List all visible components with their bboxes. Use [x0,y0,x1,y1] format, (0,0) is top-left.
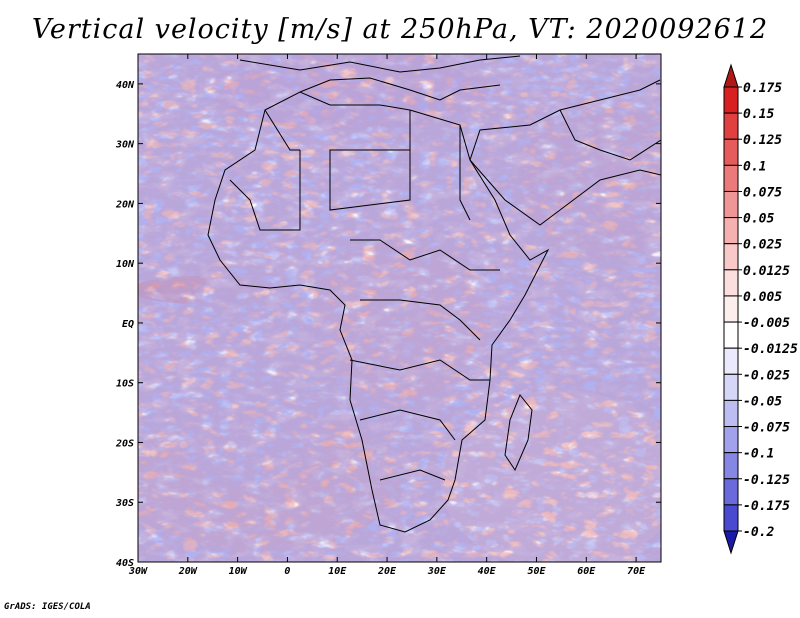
x-axis: 30W 20W 10W 0 10E 20E 30E 40E 50E 60E 70E [128,54,646,577]
y-tick-label: EQ [122,319,134,330]
colorbar-label: 0.175 [743,81,782,96]
colorbar-swatch [723,373,739,401]
colorbar-label: -0.175 [743,499,790,514]
colorbar-label: -0.075 [743,421,790,436]
colorbar-swatch [723,217,739,245]
colorbar-label: -0.1 [743,447,774,462]
colorbar-swatch [723,321,739,349]
x-tick-label: 0 [284,566,290,577]
y-tick-label: 10N [116,259,135,270]
coastlines [207,55,661,533]
colorbar-label: 0.025 [743,238,782,253]
colorbar-label: -0.025 [743,368,790,383]
colorbar-swatch [723,399,739,428]
colorbar-label: 0.1 [743,159,766,174]
x-tick-label: 50E [527,566,546,577]
x-tick-label: 40E [478,566,497,577]
colorbar-label: 0.05 [743,212,774,227]
colorbar-swatch [723,452,739,480]
colorbar-swatch [723,269,739,297]
colorbar-label: -0.005 [743,316,790,331]
y-tick-label: 20S [115,438,134,449]
colorbar: 0.175 0.15 0.125 0.1 0.075 0.05 0.025 0.0125 0.0… [723,63,798,555]
colorbar-min-arrow [723,530,739,555]
plot-frame [137,53,662,563]
colorbar-label: -0.125 [743,473,790,488]
colorbar-swatch [723,295,739,323]
footer-credit: GrADS: IGES/COLA [4,602,91,612]
x-tick-label: 60E [577,566,596,577]
x-tick-label: 30E [427,566,447,577]
y-tick-label: 30N [115,140,135,151]
y-tick-label: 40N [116,80,135,91]
x-tick-label: 10W [229,566,248,577]
y-tick-label: 30S [115,498,134,509]
colorbar-swatch [723,138,739,166]
colorbar-label: 0.075 [743,185,782,200]
y-tick-label: 40S [116,558,134,569]
colorbar-swatch [723,164,739,192]
chart-title: Vertical velocity [m/s] at 250hPa, VT: 2… [31,14,769,45]
colorbar-swatch [723,426,739,454]
colorbar-label: 0.125 [743,133,782,148]
velocity-field [138,54,661,562]
colorbar-swatch [723,504,739,532]
colorbar-label: -0.0125 [743,342,798,357]
colorbar-label: -0.2 [743,525,774,540]
colorbar-swatch [723,347,739,375]
x-tick-label: 10E [328,566,347,577]
x-tick-label: 30W [128,566,148,577]
colorbar-swatch [723,478,739,506]
x-tick-label: 20E [377,566,397,577]
y-tick-label: 10S [116,379,134,390]
colorbar-swatch [723,190,739,219]
colorbar-swatch [723,86,739,114]
x-tick-label: 70E [627,566,646,577]
colorbar-swatch [723,243,739,271]
x-tick-label: 20W [178,566,198,577]
colorbar-label: 0.005 [743,290,782,305]
colorbar-swatch [723,112,739,140]
colorbar-label: 0.15 [743,107,774,122]
y-axis: 40N 30N 20N 10N EQ 10S 20S 30S 40S [115,80,661,569]
colorbar-label: -0.05 [743,394,782,409]
colorbar-max-arrow [723,63,739,88]
y-tick-label: 20N [115,199,135,210]
colorbar-label: 0.0125 [743,264,790,279]
